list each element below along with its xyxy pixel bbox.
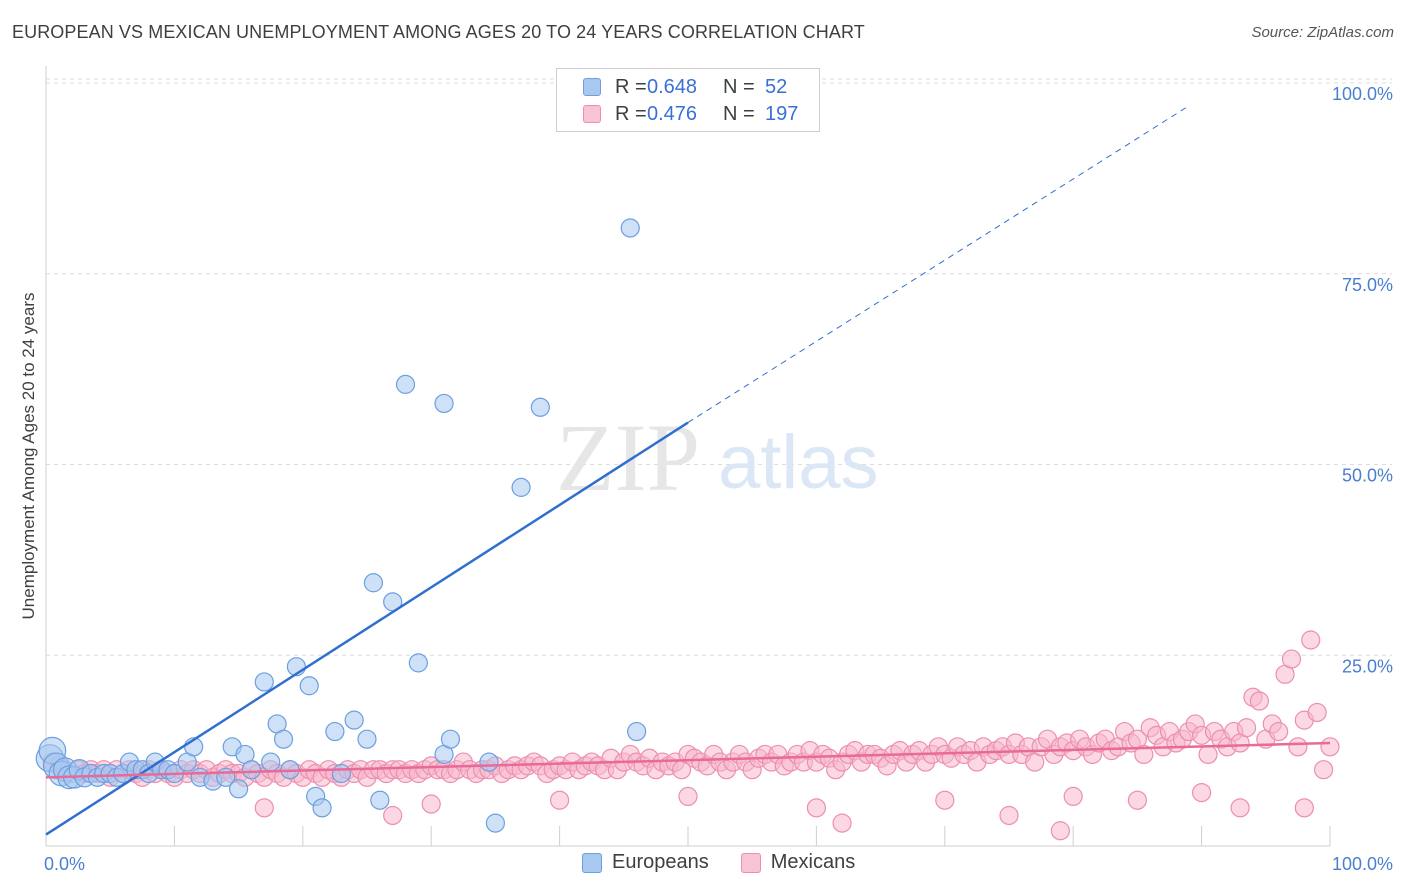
europeans-point-49: [408, 653, 428, 673]
legend-item-mexicans[interactable]: Mexicans: [740, 851, 856, 874]
mexicans-legend-label: Mexicans: [770, 851, 856, 873]
europeans-point-54: [511, 477, 531, 497]
mexicans-point-204: [678, 786, 698, 807]
europeans-point-52: [440, 729, 461, 749]
mexicans-point-205: [806, 798, 827, 818]
mexicans-point-212: [1294, 798, 1314, 818]
europeans-point-43: [344, 710, 364, 730]
legend: R = 0.648 N = 52 R = 0.476 N = 197: [556, 68, 820, 132]
mexicans-point-214: [1050, 821, 1070, 841]
mexicans-legend-swatch: [740, 852, 761, 873]
europeans-point-33: [261, 752, 281, 772]
europeans-point-31: [241, 760, 262, 780]
mexicans-point-193: [1281, 649, 1302, 669]
europeans-point-58: [620, 218, 640, 238]
tick-labels: 100.0% 75.0% 50.0% 25.0% 0.0% 100.0%: [44, 84, 1393, 874]
mexicans-point-170: [1134, 744, 1154, 765]
y-tick-label-2: 50.0%: [1342, 466, 1393, 486]
y-axis-label: Unemployment Among Ages 20 to 24 years: [19, 293, 38, 620]
europeans-swatch: [583, 78, 601, 96]
europeans-legend-label: Europeans: [612, 851, 709, 873]
gridlines: [46, 78, 1392, 656]
legend-n-label: N =: [723, 102, 755, 125]
mexicans-point-208: [1063, 786, 1083, 807]
europeans-point-53: [485, 813, 505, 833]
bottom-legend: Europeans Mexicans: [582, 851, 887, 874]
legend-r-label: R =: [615, 102, 647, 125]
europeans-point-50: [434, 393, 454, 414]
mexicans-points: [42, 630, 1340, 841]
europeans-point-46: [370, 790, 390, 810]
europeans-points: [35, 218, 647, 833]
legend-r-label: R =: [615, 75, 647, 98]
europeans-trend-extension: [687, 105, 1190, 423]
mexicans-point-210: [1191, 782, 1212, 803]
axes: [45, 66, 1331, 847]
mexicans-point-196: [1301, 630, 1321, 650]
europeans-point-40: [312, 798, 332, 818]
legend-row-mexicans: R = 0.476 N = 197: [583, 102, 798, 126]
mexicans-point-198: [1313, 760, 1334, 780]
europeans-point-38: [299, 676, 319, 696]
chart-title: EUROPEAN VS MEXICAN UNEMPLOYMENT AMONG A…: [12, 22, 865, 42]
mexicans-point-197: [1307, 702, 1327, 723]
watermark: ZIP atlas: [556, 404, 879, 511]
europeans-point-55: [530, 397, 550, 417]
trend-lines: [45, 105, 1331, 836]
x-tick-label-1: 100.0%: [1332, 854, 1393, 874]
europeans-point-56: [479, 752, 499, 772]
x-tick-label-0: 0.0%: [44, 854, 85, 874]
source-label: Source: ZipAtlas.com: [1251, 24, 1394, 41]
europeans-trend-line: [45, 421, 689, 836]
mexicans-point-213: [832, 813, 852, 833]
mexicans-point-207: [999, 805, 1019, 826]
mexicans-point-206: [935, 790, 955, 810]
mexicans-point-209: [1127, 790, 1148, 810]
mexicans-point-186: [1236, 718, 1257, 738]
europeans-point-45: [363, 573, 384, 593]
legend-r-value: 0.648: [647, 75, 698, 98]
mexicans-point-200: [254, 798, 274, 818]
europeans-point-35: [273, 729, 294, 749]
europeans-point-41: [325, 721, 345, 742]
europeans-legend-swatch: [582, 852, 602, 873]
legend-item-europeans[interactable]: Europeans: [582, 851, 709, 874]
mexicans-point-180: [1198, 744, 1218, 765]
mexicans-point-211: [1230, 798, 1250, 818]
mexicans-point-188: [1249, 691, 1269, 711]
mexicans-point-194: [1288, 737, 1308, 757]
europeans-point-42: [331, 763, 351, 784]
europeans-point-57: [627, 721, 647, 742]
mexicans-trend-line: [45, 741, 1331, 779]
legend-n-label: N =: [723, 75, 755, 98]
y-tick-label-0: 100.0%: [1332, 84, 1393, 104]
mexicans-point-201: [383, 805, 403, 826]
y-tick-label-3: 25.0%: [1342, 656, 1393, 676]
mexicans-swatch: [583, 105, 601, 123]
mexicans-point-202: [421, 794, 441, 814]
mexicans-point-199: [1320, 737, 1340, 757]
legend-row-europeans: R = 0.648 N = 52: [583, 75, 787, 99]
legend-r-value: 0.476: [647, 102, 698, 125]
y-tick-label-1: 75.0%: [1342, 275, 1393, 295]
watermark-atlas: atlas: [718, 420, 879, 505]
europeans-point-32: [254, 672, 274, 692]
europeans-point-29: [229, 779, 249, 799]
europeans-point-44: [357, 729, 377, 749]
legend-n-value: 52: [765, 75, 788, 98]
europeans-point-48: [395, 374, 416, 394]
mexicans-point-191: [1269, 721, 1289, 742]
mexicans-point-203: [549, 790, 570, 810]
watermark-zip: ZIP: [556, 404, 700, 511]
legend-n-value: 197: [765, 102, 799, 125]
